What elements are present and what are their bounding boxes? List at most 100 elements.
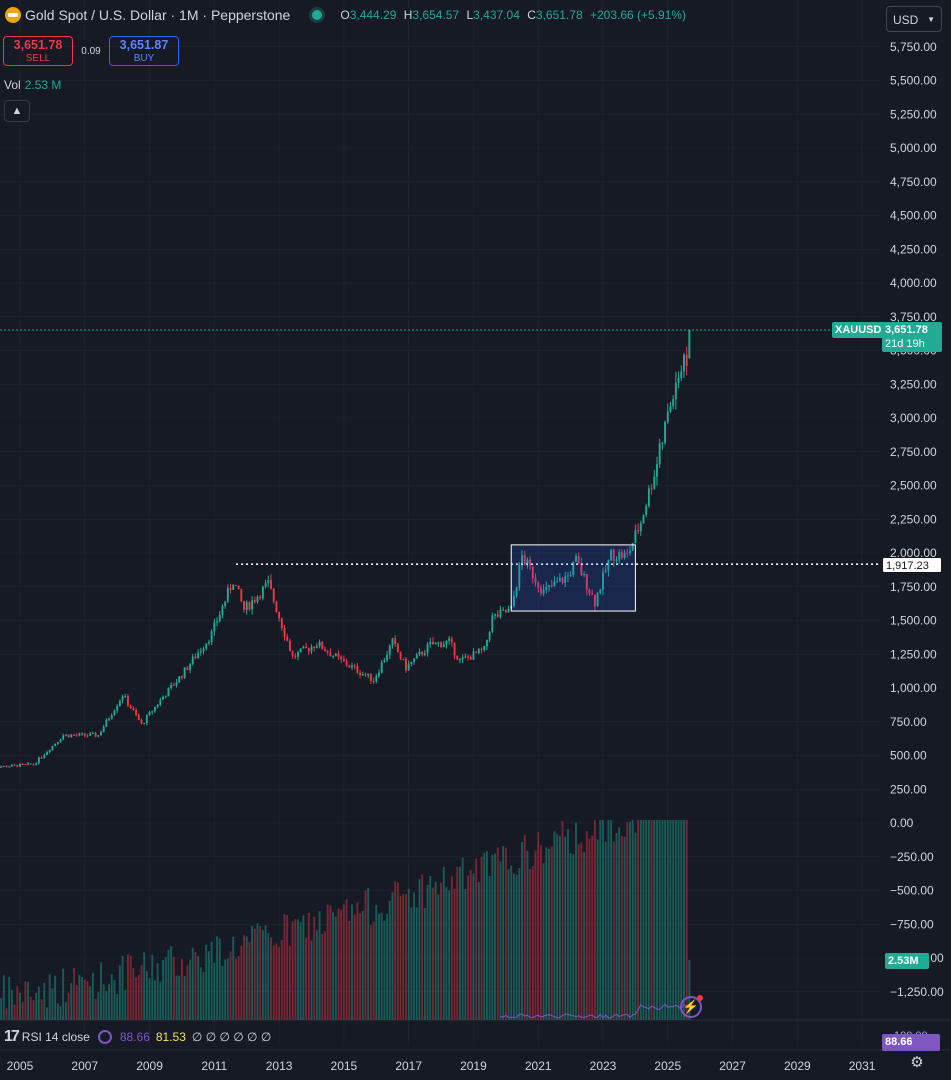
volume-bar [89,986,92,1020]
trade-buttons: 3,651.78 SELL 0.09 3,651.87 BUY [0,36,179,66]
candle-body [2,765,5,767]
volume-bar [618,827,621,1020]
flash-icon[interactable]: ⚡ [680,995,703,1018]
volume-bar [91,973,94,1020]
candle-body [656,464,658,477]
volume-bar [329,905,332,1020]
volume-bar [199,967,202,1020]
volume-bar [283,914,286,1020]
collapse-legend-button[interactable]: ▲ [4,100,30,122]
candle-body [159,699,162,705]
candle-body [267,580,270,584]
sell-button[interactable]: 3,651.78 SELL [3,36,73,66]
market-open-dot-icon[interactable] [312,10,323,20]
volume-bar [97,991,100,1020]
volume-bar [572,853,575,1020]
candle-body [329,652,332,657]
candle-body [32,764,35,766]
candle-body [218,614,221,622]
price-tick-label: 3,000.00 [890,411,937,425]
volume-legend[interactable]: Vol 2.53 M [4,78,61,92]
rsi-legend[interactable]: 17 RSI 14 close 88.66 81.53 ∅ ∅ ∅ ∅ ∅ ∅ [4,1028,277,1046]
volume-bar [259,926,262,1020]
volume-bar [216,936,218,1020]
candle-body [62,735,65,740]
price-axis[interactable]: 5,750.00 5,500.00 5,250.00 5,000.00 4,750.00… [890,40,944,999]
candle-body [529,559,532,567]
volume-bar [270,937,272,1020]
candle-body [386,654,389,661]
time-axis[interactable]: 2005 2007 2009 2011 2013 2015 2017 2019 2021 2023… [7,1059,876,1073]
volume-bar [537,832,540,1020]
volume-bar [561,821,564,1020]
volume-bar [629,821,631,1020]
candle-body [251,600,254,610]
candle-body [658,443,661,465]
volume-bar [645,820,648,1020]
volume-bar [197,956,200,1020]
volume-bar [440,882,443,1020]
price-candles [0,329,691,769]
symbol-title[interactable]: Gold Spot / U.S. Dollar · 1M · Peppersto… [25,7,291,23]
candle-body [488,632,491,640]
price-tick-label: 5,750.00 [890,40,937,54]
rectangle-drawing[interactable] [510,544,636,612]
candle-body [453,642,456,656]
volume-bar [442,866,445,1020]
volume-bar [634,832,637,1020]
candle-body [35,763,38,765]
candle-body [661,443,664,445]
volume-bar [226,958,229,1020]
candle-body [299,648,302,653]
volume-bar [48,974,51,1020]
volume-bar [512,873,515,1020]
time-tick-label: 2009 [136,1059,163,1073]
price-tick-label: 500.00 [890,749,927,763]
candle-body [539,587,542,594]
open-value: 3,444.29 [349,8,397,22]
candle-body [558,577,561,582]
volume-bar [461,857,464,1020]
volume-bar [164,957,167,1020]
candle-body [154,706,156,712]
volume-bar [502,846,505,1020]
volume-bar [583,852,586,1020]
volume-bar [359,913,362,1020]
candle-body [413,658,416,662]
volume-bar [75,985,78,1020]
volume-bar [180,958,183,1020]
gear-icon[interactable]: ⚙ [910,1054,924,1071]
rsi-empty-values: ∅ ∅ ∅ ∅ ∅ ∅ [191,1030,272,1044]
candle-body [475,651,478,653]
candle-body [272,588,275,602]
hline-price-tag[interactable]: 1,917.23 [882,557,942,573]
time-tick-label: 2015 [331,1059,358,1073]
price-tick-label: 250.00 [890,782,927,796]
volume-bar [577,844,580,1020]
currency-select[interactable]: USD ▼ [886,6,942,32]
candle-body [73,734,75,736]
volume-bar [369,925,372,1020]
volume-bar [450,876,453,1020]
candle-body [415,654,418,659]
candle-body [129,705,132,709]
volume-bar [280,939,283,1020]
candle-body [94,733,97,737]
volume-bar [566,829,569,1020]
candle-body [680,371,683,379]
candle-body [623,552,626,558]
volume-bar [510,865,513,1020]
candle-body [653,476,656,489]
volume-bar [580,842,583,1020]
volume-bar [35,992,38,1020]
volume-bar [626,822,629,1020]
volume-bar [683,820,685,1020]
candle-body [37,757,40,764]
price-tick-label: 750.00 [890,715,927,729]
buy-button[interactable]: 3,651.87 BUY [109,36,179,66]
candle-body [56,741,59,744]
rsi-value-tag: 88.66 [882,1034,940,1051]
volume-bar [194,952,197,1020]
candle-body [580,563,583,575]
